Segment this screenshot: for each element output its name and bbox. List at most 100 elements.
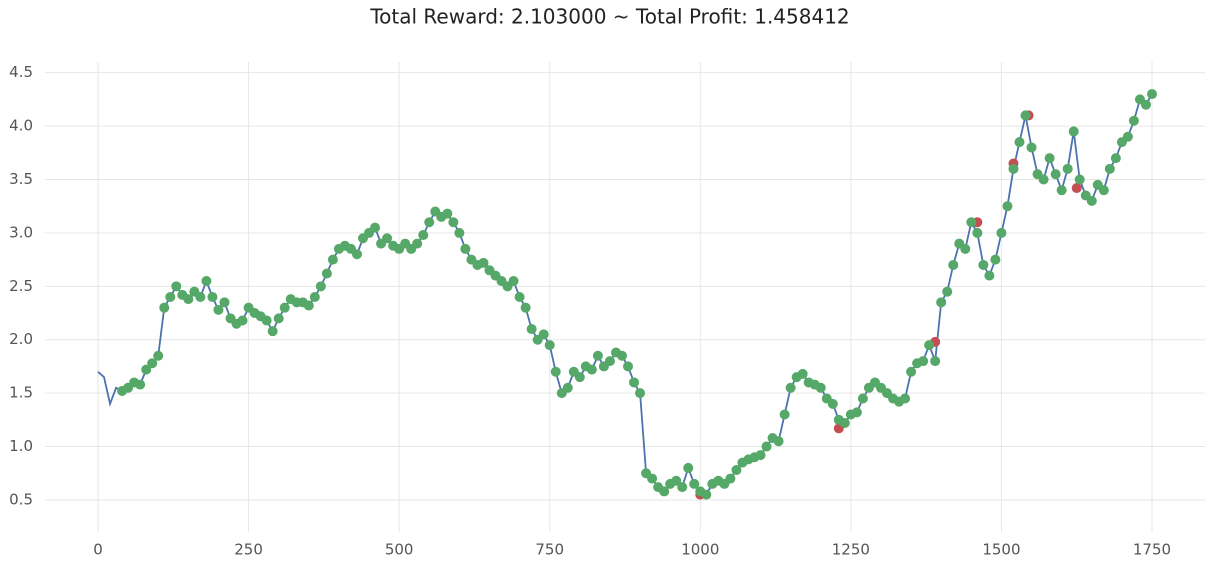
position-marker — [725, 473, 736, 484]
position-marker — [1098, 185, 1109, 196]
position-marker — [135, 379, 146, 390]
position-marker — [936, 297, 947, 308]
position-marker — [448, 217, 459, 228]
position-marker — [942, 286, 953, 297]
position-marker — [918, 356, 929, 367]
x-tick-label: 500 — [385, 541, 414, 559]
position-marker — [1086, 195, 1097, 206]
position-marker — [1068, 126, 1079, 137]
position-marker — [424, 217, 435, 228]
position-marker — [1146, 89, 1157, 100]
position-marker — [960, 243, 971, 254]
position-marker — [195, 292, 206, 302]
position-marker — [478, 257, 489, 268]
position-marker — [689, 478, 700, 489]
position-marker — [147, 358, 158, 369]
position-marker — [701, 489, 712, 500]
position-marker — [351, 249, 362, 260]
position-marker — [930, 356, 941, 367]
position-marker — [616, 350, 627, 361]
position-marker — [1074, 174, 1085, 185]
position-marker — [315, 281, 326, 292]
position-marker — [327, 254, 338, 265]
position-marker — [201, 275, 212, 286]
position-marker — [508, 275, 519, 286]
position-marker — [279, 302, 290, 313]
position-marker — [207, 292, 218, 302]
x-tick-label: 1500 — [982, 541, 1020, 559]
position-marker — [550, 366, 561, 377]
position-marker — [623, 361, 634, 372]
position-marker — [1014, 137, 1025, 148]
position-marker — [924, 340, 935, 351]
position-marker — [1044, 153, 1055, 164]
position-marker — [966, 217, 977, 228]
position-marker — [996, 227, 1007, 238]
position-marker — [948, 259, 959, 270]
position-marker — [1122, 131, 1133, 142]
position-marker — [773, 436, 784, 447]
position-marker — [261, 315, 272, 326]
position-marker — [586, 364, 597, 375]
y-tick-label: 1.5 — [9, 384, 33, 402]
position-marker — [857, 393, 868, 404]
position-marker — [984, 270, 995, 281]
chart-title: Total Reward: 2.103000 ~ Total Profit: 1… — [369, 5, 849, 29]
position-marker — [785, 382, 796, 393]
position-marker — [731, 465, 742, 476]
position-marker — [183, 294, 194, 305]
position-marker — [900, 393, 911, 404]
position-marker — [1026, 142, 1037, 153]
position-marker — [604, 356, 615, 367]
position-marker — [159, 302, 170, 313]
position-marker — [1128, 115, 1139, 126]
x-tick-label: 250 — [234, 541, 263, 559]
position-marker — [1140, 99, 1151, 110]
position-marker — [851, 407, 862, 418]
position-marker — [1071, 183, 1082, 194]
position-marker — [141, 364, 152, 375]
position-marker — [370, 222, 381, 233]
position-marker — [574, 372, 585, 383]
position-marker — [683, 462, 694, 473]
price-line — [97, 93, 1153, 496]
position-marker — [171, 281, 182, 292]
position-marker — [815, 382, 826, 393]
position-marker — [659, 486, 670, 497]
y-tick-label: 2.5 — [9, 277, 33, 295]
position-marker — [972, 227, 983, 238]
y-tick-label: 3.0 — [9, 223, 33, 241]
position-marker — [906, 366, 917, 377]
position-marker — [647, 473, 658, 484]
y-tick-label: 4.0 — [9, 117, 33, 135]
x-tick-label: 1750 — [1133, 541, 1171, 559]
y-tick-label: 0.5 — [9, 490, 33, 508]
position-marker — [1050, 169, 1061, 180]
position-marker — [797, 368, 808, 379]
y-tick-label: 1.0 — [9, 437, 33, 455]
position-marker — [1062, 163, 1073, 174]
x-tick-label: 0 — [93, 541, 103, 559]
position-marker — [1110, 153, 1121, 164]
position-marker — [267, 326, 278, 337]
position-marker — [629, 377, 640, 388]
position-marker — [1056, 185, 1067, 196]
position-marker — [303, 300, 314, 311]
position-marker — [635, 388, 646, 399]
y-tick-label: 3.5 — [9, 170, 33, 188]
position-marker — [165, 292, 176, 302]
position-marker — [1020, 110, 1031, 121]
position-marker — [273, 313, 284, 324]
x-tick-label: 750 — [535, 541, 564, 559]
position-marker — [514, 292, 525, 302]
position-marker — [827, 398, 838, 409]
position-marker — [839, 418, 850, 429]
position-marker — [671, 475, 682, 486]
position-marker — [321, 268, 332, 279]
position-marker — [1104, 163, 1115, 174]
position-marker — [538, 329, 549, 340]
position-marker — [592, 350, 603, 361]
y-tick-label: 2.0 — [9, 330, 33, 348]
position-marker — [526, 324, 537, 335]
